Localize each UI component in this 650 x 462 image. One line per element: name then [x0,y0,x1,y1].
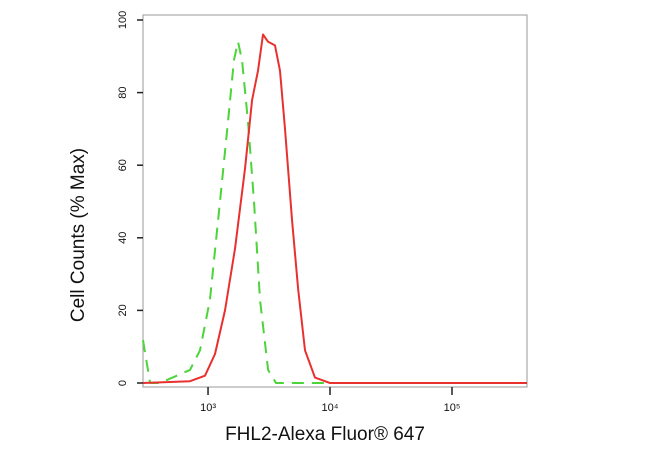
y-tick-label: 20 [117,304,129,316]
x-tick-label: 10⁴ [322,402,339,414]
y-tick-label: 60 [117,159,129,171]
y-tick-label: 40 [117,232,129,244]
y-tick-label: 0 [117,380,129,386]
series-line [142,33,527,384]
x-tick-label: 10⁵ [444,402,461,414]
x-tick-label: 10³ [200,402,216,414]
plot-frame [142,14,528,388]
y-axis-title: Cell Counts (% Max) [68,148,89,322]
series-line [142,40,527,384]
y-tick-label: 80 [117,86,129,98]
x-axis-title: FHL2-Alexa Fluor® 647 [225,424,425,445]
y-tick-label: 100 [117,11,129,29]
